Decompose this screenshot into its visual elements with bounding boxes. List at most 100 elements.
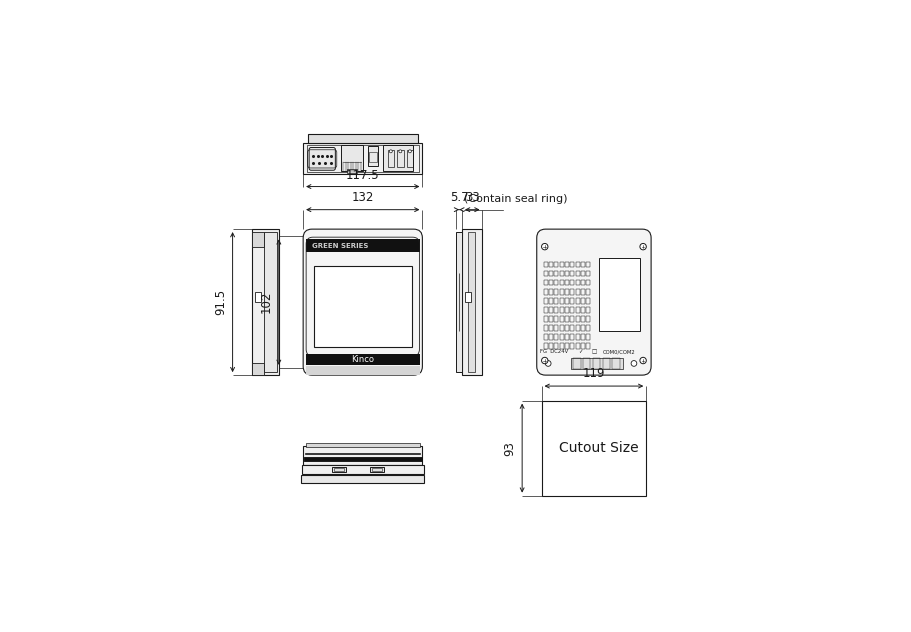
Bar: [387, 150, 394, 167]
Circle shape: [398, 150, 402, 153]
Text: 117.5: 117.5: [345, 169, 379, 181]
Bar: [559, 325, 563, 331]
Bar: [251, 229, 279, 375]
Text: COM0/COM2: COM0/COM2: [602, 349, 635, 355]
Text: 91.5: 91.5: [213, 289, 227, 315]
Bar: [580, 289, 584, 295]
Bar: [467, 232, 475, 372]
Bar: [570, 358, 622, 369]
Text: FG  DC24V: FG DC24V: [539, 349, 568, 355]
Bar: [586, 325, 589, 331]
FancyBboxPatch shape: [302, 229, 422, 375]
Bar: [569, 262, 574, 267]
Bar: [541, 401, 646, 495]
Circle shape: [630, 361, 636, 367]
Bar: [586, 289, 589, 295]
Bar: [564, 298, 568, 303]
Bar: [543, 271, 547, 276]
Bar: [302, 143, 422, 174]
Text: □: □: [590, 349, 596, 355]
Bar: [582, 358, 589, 369]
Bar: [543, 280, 547, 286]
Bar: [575, 334, 579, 340]
Bar: [456, 232, 462, 372]
Bar: [554, 262, 558, 267]
Text: ✓: ✓: [578, 349, 582, 355]
Bar: [251, 232, 264, 246]
Bar: [554, 325, 558, 331]
Text: 119: 119: [582, 367, 605, 380]
Bar: [372, 468, 382, 471]
Bar: [569, 334, 574, 340]
Bar: [559, 271, 563, 276]
Text: 132: 132: [352, 191, 374, 204]
Bar: [564, 343, 568, 349]
Text: 102: 102: [260, 291, 272, 313]
Bar: [580, 343, 584, 349]
Bar: [559, 307, 563, 313]
Text: 33: 33: [465, 191, 479, 204]
Bar: [575, 325, 579, 331]
Bar: [564, 262, 568, 267]
Bar: [465, 292, 471, 302]
Bar: [313, 265, 411, 348]
Bar: [559, 316, 563, 322]
Bar: [580, 334, 584, 340]
Bar: [586, 316, 589, 322]
Bar: [564, 316, 568, 322]
Text: GREEN SERIES: GREEN SERIES: [312, 243, 367, 248]
Bar: [602, 358, 609, 369]
Bar: [306, 145, 418, 173]
Bar: [308, 134, 417, 143]
Bar: [569, 307, 574, 313]
Text: Cutout Size: Cutout Size: [558, 441, 639, 455]
Bar: [554, 334, 558, 340]
Bar: [333, 468, 343, 471]
Bar: [543, 316, 547, 322]
Bar: [554, 343, 558, 349]
Bar: [575, 316, 579, 322]
Bar: [573, 358, 580, 369]
Bar: [548, 298, 552, 303]
Bar: [383, 145, 413, 171]
Bar: [611, 358, 619, 369]
Bar: [569, 280, 574, 286]
Bar: [264, 232, 277, 372]
Text: Kinco: Kinco: [351, 355, 374, 364]
Bar: [559, 343, 563, 349]
Bar: [580, 262, 584, 267]
Bar: [341, 145, 363, 171]
Bar: [569, 325, 574, 331]
Bar: [548, 334, 552, 340]
Bar: [586, 343, 589, 349]
Circle shape: [545, 361, 550, 367]
Circle shape: [640, 243, 646, 250]
Bar: [580, 271, 584, 276]
Bar: [346, 169, 357, 173]
Bar: [462, 229, 482, 375]
Bar: [559, 289, 563, 295]
Bar: [301, 475, 424, 483]
Bar: [302, 465, 423, 474]
Circle shape: [541, 243, 548, 250]
Bar: [332, 467, 345, 472]
Bar: [564, 334, 568, 340]
Bar: [548, 262, 552, 267]
Bar: [305, 240, 420, 252]
Bar: [302, 446, 422, 465]
Bar: [548, 280, 552, 286]
Bar: [543, 298, 547, 303]
Bar: [586, 271, 589, 276]
Bar: [575, 271, 579, 276]
Bar: [548, 316, 552, 322]
Bar: [554, 316, 558, 322]
Bar: [598, 258, 639, 331]
Bar: [543, 307, 547, 313]
Bar: [543, 325, 547, 331]
Bar: [580, 298, 584, 303]
Bar: [586, 262, 589, 267]
Bar: [586, 280, 589, 286]
Bar: [559, 280, 563, 286]
Bar: [254, 292, 261, 302]
Bar: [575, 307, 579, 313]
